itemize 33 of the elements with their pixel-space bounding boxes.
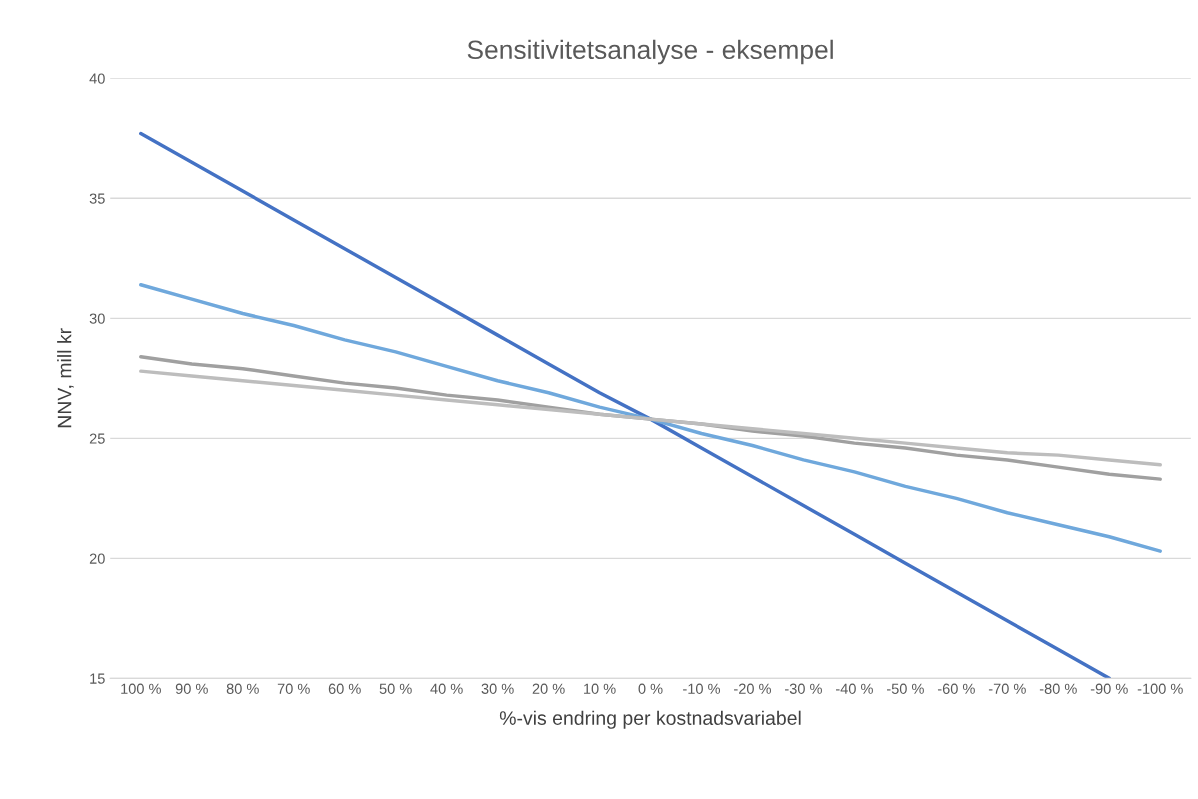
- y-tick-label: 35: [89, 193, 105, 204]
- x-tick-label: -100 %: [1137, 683, 1183, 694]
- x-tick-label: -50 %: [886, 683, 924, 694]
- x-tick-label: 20 %: [532, 683, 565, 694]
- x-tick-label: 70 %: [277, 683, 310, 694]
- y-tick-label: 40: [89, 73, 105, 84]
- x-tick-label: 60 %: [328, 683, 361, 694]
- x-tick-label: 10 %: [584, 683, 616, 694]
- y-tick-label: 15: [90, 673, 105, 684]
- x-tick-label: -70 %: [988, 683, 1026, 694]
- x-tick-label: 90 %: [175, 683, 208, 694]
- line-series: [139, 369, 1162, 467]
- x-tick-label: -20 %: [734, 683, 771, 694]
- x-tick-label: -10 %: [683, 683, 721, 694]
- x-tick-label: 50 %: [379, 683, 412, 694]
- x-tick-label: 40 %: [430, 683, 463, 694]
- x-tick-label: -40 %: [836, 683, 873, 694]
- y-tick-label: 25: [89, 433, 105, 444]
- x-tick-label: 30 %: [481, 683, 514, 694]
- x-axis-title: %-vis endring per kostnadsvariabel: [499, 710, 801, 729]
- chart-title: Sensitivitetsanalyse - eksempel: [467, 39, 833, 65]
- x-tick-label: 100 %: [121, 683, 161, 694]
- x-tick-label: 0 %: [638, 683, 663, 694]
- y-axis-title: NNV, mill kr: [57, 328, 74, 428]
- x-tick-label: -90 %: [1090, 683, 1128, 694]
- line-series: [139, 131, 1111, 679]
- y-tick-label: 20: [89, 553, 105, 564]
- x-tick-label: -60 %: [937, 683, 975, 694]
- x-tick-label: 80 %: [226, 683, 259, 694]
- line-series: [139, 282, 1162, 553]
- x-tick-label: -30 %: [785, 683, 822, 694]
- x-tick-label: -80 %: [1039, 683, 1077, 694]
- y-tick-label: 30: [89, 313, 105, 324]
